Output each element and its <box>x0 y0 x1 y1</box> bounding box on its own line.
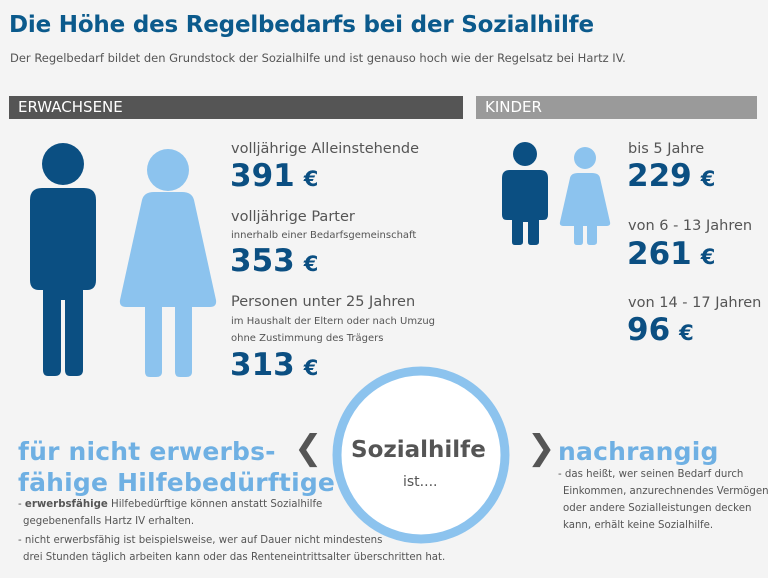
left-note-1: - erwerbsfähige Hilfebedürftige können a… <box>18 499 323 510</box>
adult-item-3-amount: 313 € <box>230 347 319 383</box>
adult-item-1-amount: 391 € <box>230 158 319 194</box>
chevron-right-icon: ❯ <box>527 428 556 468</box>
kid-item-3-label: von 14 - 17 Jahren <box>628 295 762 311</box>
kids-header: KINDER <box>476 96 757 119</box>
adult-item-3-sub-1: im Haushalt der Eltern oder nach Umzug <box>231 316 436 327</box>
adult-item-3-sub-2: ohne Zustimmung des Trägers <box>231 333 384 344</box>
kid-figures <box>502 142 611 245</box>
center-circle <box>332 366 510 544</box>
girl-icon <box>559 147 611 245</box>
left-note-2: - nicht erwerbsfähig ist beispielsweise,… <box>18 535 383 546</box>
adult-item-2-sub: innerhalb einer Bedarfsgemeinschaft <box>231 230 417 241</box>
adult-item-2-label: volljährige Parter <box>231 209 355 225</box>
right-note-1: - das heißt, wer seinen Bedarf durch <box>558 469 744 480</box>
left-note-2b: drei Stunden täglich arbeiten kann oder … <box>23 552 446 563</box>
kid-item-1-label: bis 5 Jahre <box>628 141 705 157</box>
adult-figures <box>30 143 217 377</box>
adult-item-3-label: Personen unter 25 Jahren <box>231 294 416 310</box>
adults-header: ERWACHSENE <box>9 96 463 119</box>
kid-item-2-amount: 261 € <box>627 236 716 272</box>
currency-symbol: € <box>303 167 319 191</box>
currency-symbol: € <box>700 245 716 269</box>
currency-symbol: € <box>303 252 319 276</box>
center-suffix: ist.... <box>403 474 438 490</box>
page-subtitle: Der Regelbedarf bildet den Grundstock de… <box>10 51 626 65</box>
boy-icon <box>502 142 548 245</box>
kid-item-1-amount: 229 € <box>627 158 716 194</box>
woman-icon <box>119 149 217 377</box>
adult-item-1-label: volljährige Alleinstehende <box>231 141 420 157</box>
adult-item-2-amount: 353 € <box>230 243 319 279</box>
kid-item-2-label: von 6 - 13 Jahren <box>628 218 753 234</box>
right-note-2: Einkommen, anzurechnendes Vermögen <box>563 486 768 497</box>
currency-symbol: € <box>700 167 716 191</box>
man-icon <box>30 143 96 376</box>
kid-item-3-amount: 96 € <box>627 312 694 348</box>
left-note-1b: gegebenenfalls Hartz IV erhalten. <box>23 516 195 527</box>
right-note-4: kann, erhält keine Sozialhilfe. <box>563 520 714 531</box>
right-heading: nachrangig <box>558 437 719 466</box>
center-word: Sozialhilfe <box>351 437 486 463</box>
currency-symbol: € <box>679 321 694 345</box>
left-heading-1: für nicht erwerbs- <box>18 437 276 466</box>
chevron-left-icon: ❮ <box>294 428 323 468</box>
currency-symbol: € <box>303 356 319 380</box>
page-title: Die Höhe des Regelbedarfs bei der Sozial… <box>9 12 594 38</box>
right-note-3: oder andere Sozialleistungen decken <box>563 503 752 514</box>
left-heading-2: fähige Hilfebedürftige <box>18 468 336 497</box>
